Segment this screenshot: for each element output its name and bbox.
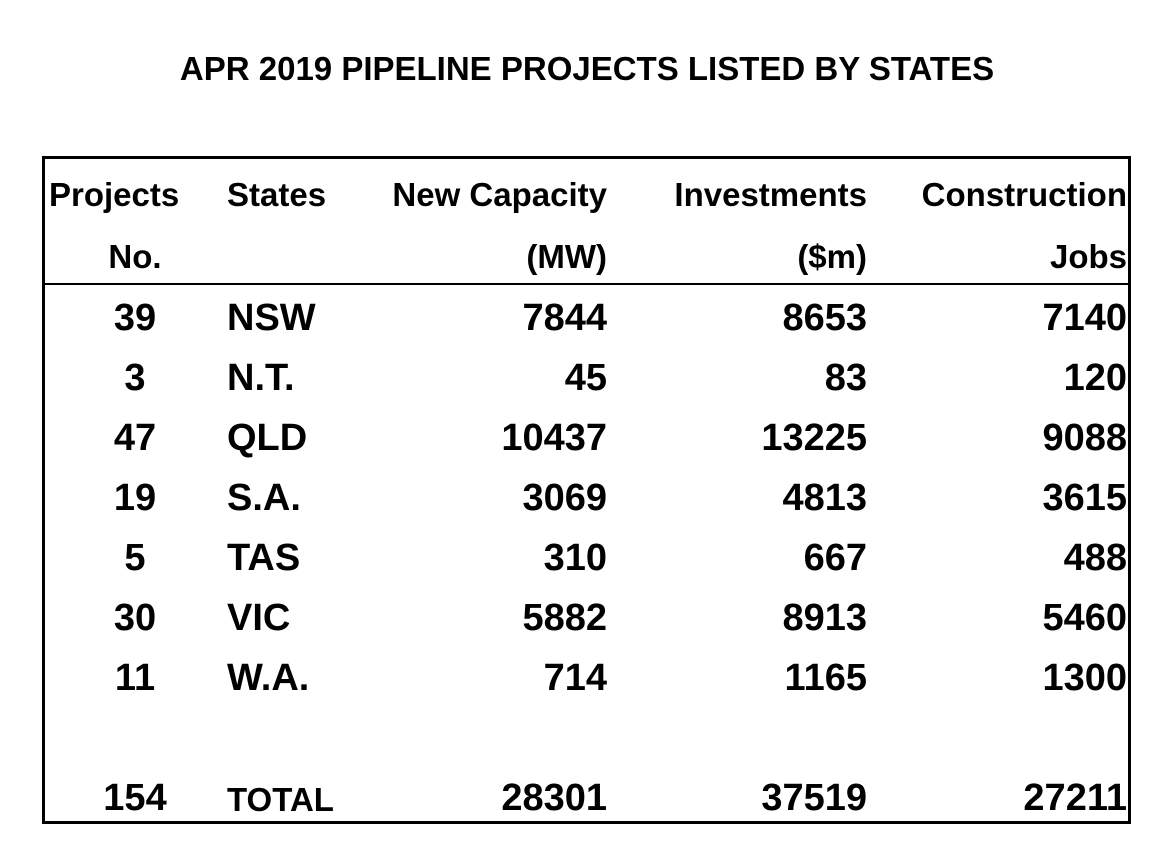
cell-investments: 4813 bbox=[782, 477, 867, 519]
header-divider bbox=[45, 283, 1128, 285]
cell-jobs: 1300 bbox=[1042, 657, 1127, 699]
header-new-capacity-unit: (MW) bbox=[526, 238, 607, 275]
total-capacity: 28301 bbox=[501, 777, 607, 819]
header-construction: Construction bbox=[921, 176, 1127, 213]
cell-capacity: 45 bbox=[564, 357, 607, 399]
header-projects-unit: No. bbox=[108, 238, 162, 275]
cell-projects: 3 bbox=[124, 357, 146, 399]
cell-capacity: 714 bbox=[543, 657, 607, 699]
cell-capacity: 3069 bbox=[522, 477, 607, 519]
cell-investments: 83 bbox=[824, 357, 867, 399]
cell-investments: 8653 bbox=[782, 297, 867, 339]
cell-state: NSW bbox=[227, 297, 316, 339]
cell-state: W.A. bbox=[227, 657, 310, 699]
cell-capacity: 10437 bbox=[501, 417, 607, 459]
cell-projects: 11 bbox=[114, 657, 156, 699]
cell-state: S.A. bbox=[227, 477, 301, 519]
total-investments: 37519 bbox=[761, 777, 867, 819]
cell-investments: 8913 bbox=[782, 597, 867, 639]
cell-investments: 667 bbox=[803, 537, 867, 579]
cell-capacity: 7844 bbox=[522, 297, 607, 339]
cell-jobs: 9088 bbox=[1042, 417, 1127, 459]
cell-state: QLD bbox=[227, 417, 308, 459]
cell-capacity: 5882 bbox=[522, 597, 607, 639]
header-states: States bbox=[227, 176, 327, 213]
page-title: APR 2019 PIPELINE PROJECTS LISTED BY STA… bbox=[179, 50, 995, 87]
header-new-capacity: New Capacity bbox=[392, 176, 607, 213]
cell-jobs: 488 bbox=[1063, 537, 1127, 579]
total-projects: 154 bbox=[103, 777, 167, 819]
cell-jobs: 7140 bbox=[1042, 297, 1127, 339]
cell-jobs: 5460 bbox=[1042, 597, 1127, 639]
header-investments: Investments bbox=[674, 176, 867, 213]
cell-jobs: 120 bbox=[1063, 357, 1127, 399]
header-projects: Projects bbox=[49, 176, 180, 213]
cell-projects: 39 bbox=[113, 297, 157, 339]
cell-projects: 5 bbox=[124, 537, 146, 579]
cell-investments: 13225 bbox=[761, 417, 867, 459]
cell-capacity: 310 bbox=[543, 537, 607, 579]
cell-state: VIC bbox=[227, 597, 291, 639]
cell-projects: 19 bbox=[113, 477, 157, 519]
cell-state: N.T. bbox=[227, 357, 295, 399]
cell-projects: 47 bbox=[113, 417, 157, 459]
cell-investments: 1165 bbox=[784, 657, 867, 699]
pipeline-table: Projects States New Capacity Investments… bbox=[42, 156, 1131, 824]
header-investments-unit: ($m) bbox=[797, 238, 867, 275]
header-construction-unit: Jobs bbox=[1049, 238, 1127, 275]
cell-projects: 30 bbox=[113, 597, 157, 639]
cell-jobs: 3615 bbox=[1042, 477, 1127, 519]
total-jobs: 27211 bbox=[1023, 777, 1127, 819]
total-label: TOTAL bbox=[227, 781, 334, 818]
cell-state: TAS bbox=[227, 537, 301, 579]
